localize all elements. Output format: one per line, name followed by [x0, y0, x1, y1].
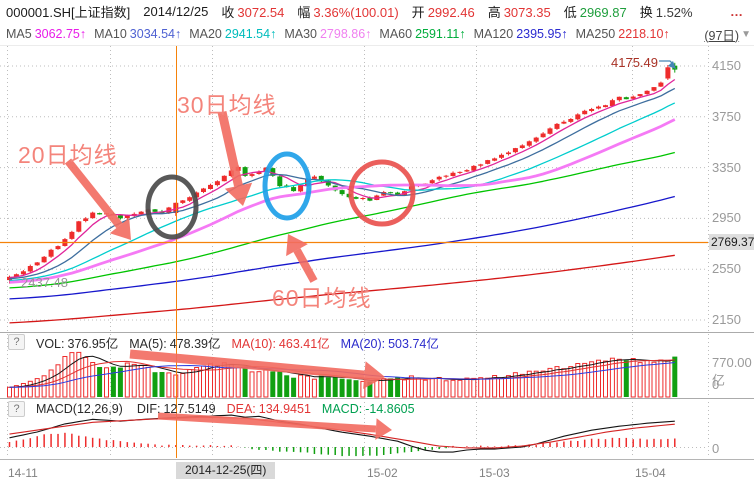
ma5-readout: MA5 3062.75↑ — [6, 27, 87, 41]
quote-field-open: 开 2992.46 — [411, 5, 475, 20]
y-axis-tick: 4150 — [712, 58, 741, 73]
gridlines — [0, 46, 754, 458]
ma120-readout: MA120 2395.95↑ — [473, 27, 568, 41]
symbol-name: 000001.SH[上证指数] — [6, 5, 131, 20]
crosshair — [0, 46, 708, 458]
quote-field-change: 幅 3.36%(100.01) — [297, 5, 399, 20]
y-axis-tick: 2950 — [712, 210, 741, 225]
macd-readout: MACD: -14.8605 — [321, 401, 415, 416]
date-axis-label: 15-03 — [479, 466, 510, 480]
macd-plot — [8, 414, 676, 457]
date-axis: 14-11 2014-12-25(四) 15-02 15-03 15-04 — [0, 459, 754, 483]
candlesticks — [7, 62, 678, 284]
ma30-readout: MA30 2798.86↑ — [284, 27, 372, 41]
ma60-readout: MA60 2591.11↑ — [379, 27, 466, 41]
vol-ma5-readout: MA(5): 478.39亿 — [129, 336, 221, 351]
vol-ma20-readout: MA(20): 503.74亿 — [340, 336, 439, 351]
quote-field-close: 收 3072.54 — [221, 5, 285, 20]
volume-indicator-bar: ? VOL: 376.95亿 MA(5): 478.39亿 MA(10): 463.4… — [0, 333, 439, 351]
ma10-readout: MA10 3034.54↑ — [94, 27, 182, 41]
quote-field-high: 高 3073.35 — [487, 5, 551, 20]
annotations — [64, 111, 416, 440]
macd-params: MACD(12,26,9) — [36, 401, 123, 416]
ma20-readout: MA20 2941.54↑ — [189, 27, 277, 41]
quote-field-low: 低 2969.87 — [563, 5, 627, 20]
quote-date: 2014/12/25 — [143, 4, 209, 19]
y-axis-tick: 2150 — [712, 312, 741, 327]
period-selector[interactable]: (97日) — [704, 28, 740, 43]
vol-readout: VOL: 376.95亿 — [36, 336, 119, 351]
macd-axis-zero: 0 — [712, 441, 720, 456]
dif-readout: DIF: 127.5149 — [136, 401, 216, 416]
date-axis-label: 14-11 — [8, 466, 38, 480]
macd-indicator-bar: ? MACD(12,26,9) DIF: 127.5149 DEA: 134.945… — [0, 400, 415, 417]
y-axis-tick: 3750 — [712, 109, 741, 124]
quote-field-turnover: 换 1.52% — [639, 5, 693, 20]
volume-axis-zero: 0 — [712, 377, 720, 392]
dea-readout: DEA: 134.9451 — [226, 401, 311, 416]
ma250-readout: MA250 2218.10↑ — [575, 27, 670, 41]
quote-bar: 000001.SH[上证指数] 2014/12/25 收 3072.54 幅 3.3… — [0, 0, 754, 23]
crosshair-date-tag: 2014-12-25(四) — [176, 462, 276, 479]
crosshair-price-tag: 2769.37 — [709, 234, 754, 250]
annotation-ma30-text: 30日均线 — [177, 92, 277, 118]
vol-ma10-readout: MA(10): 463.41亿 — [231, 336, 330, 351]
y-axis-tick: 2550 — [712, 261, 741, 276]
annotation-ma20-text: 20日均线 — [18, 142, 118, 168]
y-axis-tick: 3350 — [712, 160, 741, 175]
volume-axis-max: 770.00亿 — [712, 355, 752, 388]
annotation-ma60-text: 60日均线 — [272, 285, 372, 311]
help-icon[interactable]: ? — [8, 334, 25, 350]
volume-bars — [7, 351, 678, 398]
ma-bar: MA5 3062.75↑ MA10 3034.54↑ MA20 2941.54↑ MA… — [0, 23, 754, 46]
lowest-price-label: 2437.48 — [21, 275, 68, 290]
chevron-down-icon[interactable]: ▼ — [741, 28, 751, 40]
more-button[interactable]: … — [730, 4, 744, 19]
date-axis-label: 15-02 — [367, 466, 398, 480]
help-icon[interactable]: ? — [8, 400, 25, 417]
highest-price-label: 4175.49 — [611, 55, 658, 70]
date-axis-label: 15-04 — [635, 466, 666, 480]
